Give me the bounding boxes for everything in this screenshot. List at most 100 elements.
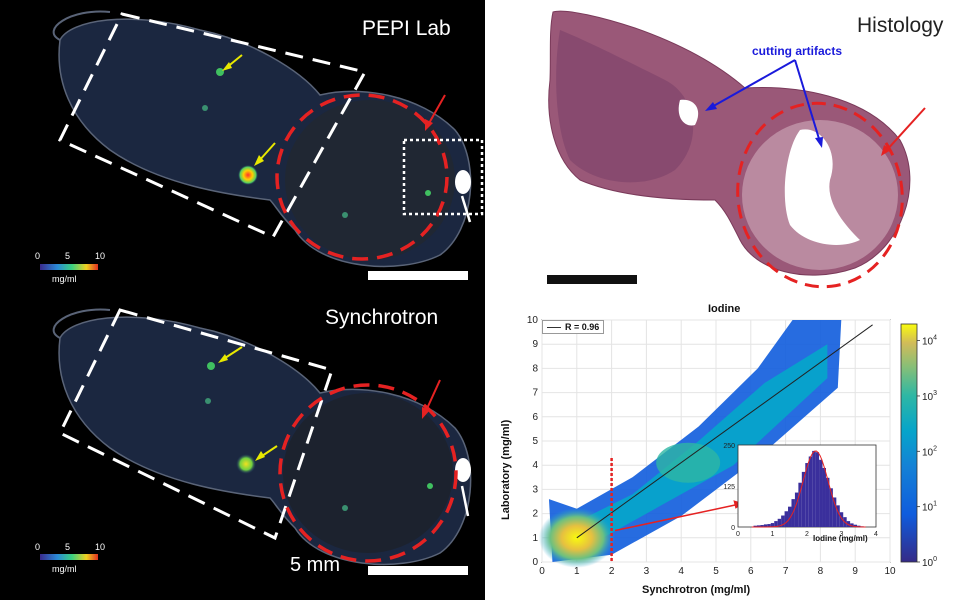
concentration-colorbar xyxy=(40,554,98,560)
x-tick-label: 10 xyxy=(884,566,896,577)
colorbar-ticks: 0 5 10 xyxy=(35,251,105,261)
scale-bar xyxy=(547,275,637,284)
x-tick-label: 0 xyxy=(539,566,545,577)
x-tick-label: 2 xyxy=(609,566,615,577)
legend-line-icon xyxy=(547,326,561,328)
histogram-bar xyxy=(763,524,768,527)
histogram-bar xyxy=(760,525,764,527)
colorbar-unit: mg/ml xyxy=(52,274,77,284)
x-tick-label: 7 xyxy=(783,566,789,577)
colorbar-tick-label: 100 xyxy=(922,556,937,569)
inset-y-tick-label: 125 xyxy=(723,484,735,491)
histogram-bar xyxy=(801,471,806,527)
blue-arrow-icon xyxy=(709,59,796,109)
red-arrow-icon xyxy=(424,379,441,414)
white-arrow-icon xyxy=(460,195,472,223)
histogram-bar xyxy=(829,488,833,527)
synchrotron-image xyxy=(40,308,472,575)
histogram-bar xyxy=(756,525,761,527)
histogram-bar xyxy=(767,524,771,527)
y-tick-label: 8 xyxy=(532,363,538,374)
histogram-bar xyxy=(853,524,858,527)
concentration-colorbar xyxy=(40,264,98,270)
x-tick-label: 1 xyxy=(574,566,580,577)
histology-image xyxy=(547,10,926,289)
panel-title: Histology xyxy=(857,14,944,37)
region-circle-outline xyxy=(278,383,458,563)
scale-bar xyxy=(368,566,468,575)
histogram-bar xyxy=(753,525,757,527)
cutting-artifact xyxy=(784,129,860,245)
y-tick-label: 7 xyxy=(532,388,538,399)
colorbar-tick-label: 103 xyxy=(922,390,937,403)
colorbar-ticks: 0 5 10 xyxy=(35,542,105,552)
regression-line xyxy=(576,324,873,539)
histogram-bar xyxy=(777,518,782,527)
density-core xyxy=(583,344,828,543)
histology-panel: Histology cutting artifacts xyxy=(505,0,970,295)
histogram-bar xyxy=(815,452,820,527)
density-peak xyxy=(656,442,721,483)
white-arrow-icon xyxy=(460,485,470,517)
inset-y-tick-label: 250 xyxy=(723,443,735,450)
y-tick-label: 1 xyxy=(532,533,538,544)
inset-y-tick-label: 0 xyxy=(731,525,735,532)
histogram-bar xyxy=(832,497,837,527)
histogram-bar xyxy=(784,511,789,527)
inset-x-tick-label: 1 xyxy=(771,531,775,538)
density-peak xyxy=(538,507,615,568)
pepi-lab-panel: PEPI Lab 0 5 10 mg/ml xyxy=(0,0,485,298)
histogram-bar xyxy=(850,523,854,527)
histogram-bar xyxy=(794,492,799,527)
histogram-bar xyxy=(805,463,809,527)
zoom-region-box xyxy=(402,138,484,216)
y-tick-label: 0 xyxy=(532,557,538,568)
panel-title: Synchrotron xyxy=(325,306,439,329)
iodine-hotspot xyxy=(238,165,258,185)
cutting-artifacts-label: cutting artifacts xyxy=(752,44,843,58)
log-colorbar xyxy=(900,323,918,563)
y-tick-label: 5 xyxy=(532,436,538,447)
x-tick-label: 3 xyxy=(644,566,650,577)
chart-title: Iodine xyxy=(708,303,741,315)
red-arrow-icon xyxy=(427,94,446,126)
inset-x-tick-label: 3 xyxy=(840,531,844,538)
bright-marker xyxy=(455,458,471,482)
colorbar-unit: mg/ml xyxy=(52,564,77,574)
gaussian-fit-curve xyxy=(751,450,866,528)
inset-x-tick-label: 2 xyxy=(805,531,809,538)
histogram-bar xyxy=(808,456,813,527)
y-axis-label: Laboratory (mg/ml) xyxy=(500,419,512,520)
colorbar-tick-label: 101 xyxy=(922,501,937,514)
histogram-bar xyxy=(798,482,802,527)
y-tick-label: 4 xyxy=(532,460,538,471)
scale-bar xyxy=(368,271,468,280)
bright-marker xyxy=(455,170,471,194)
inset-x-tick-label: 4 xyxy=(874,531,878,538)
y-tick-label: 9 xyxy=(532,339,538,350)
inset-arrow-icon xyxy=(614,503,741,532)
y-tick-label: 10 xyxy=(527,315,539,326)
scale-bar-label: 5 mm xyxy=(290,554,340,576)
histogram-bar xyxy=(839,512,844,527)
histogram-bar xyxy=(819,459,823,527)
colorbar-tick-label: 104 xyxy=(922,335,937,348)
legend-label: R = 0.96 xyxy=(565,322,600,332)
y-tick-label: 3 xyxy=(532,484,538,495)
region-circle-outline xyxy=(736,101,904,289)
histogram-bar xyxy=(846,521,851,527)
x-tick-label: 8 xyxy=(818,566,824,577)
histogram-bar xyxy=(781,515,785,527)
histogram-bar xyxy=(825,477,830,527)
inset-x-tick-label: 0 xyxy=(736,531,740,538)
histogram-bar xyxy=(788,506,792,527)
inset-x-axis-label: Iodine (mg/ml) xyxy=(813,534,868,543)
region-box-outline xyxy=(57,308,334,541)
y-tick-label: 2 xyxy=(532,509,538,520)
iodine-correlation-chart: 0 1 2 3 4 5 6 7 8 9 10 0 1 2 3 4 5 6 7 8 9 10 0 1 2 3 4 0 125 250 10… xyxy=(490,298,970,600)
x-tick-label: 6 xyxy=(748,566,754,577)
histogram-bar xyxy=(836,505,840,527)
chart-legend: R = 0.96 xyxy=(542,320,605,334)
colorbar-tick-label: 102 xyxy=(922,445,937,458)
